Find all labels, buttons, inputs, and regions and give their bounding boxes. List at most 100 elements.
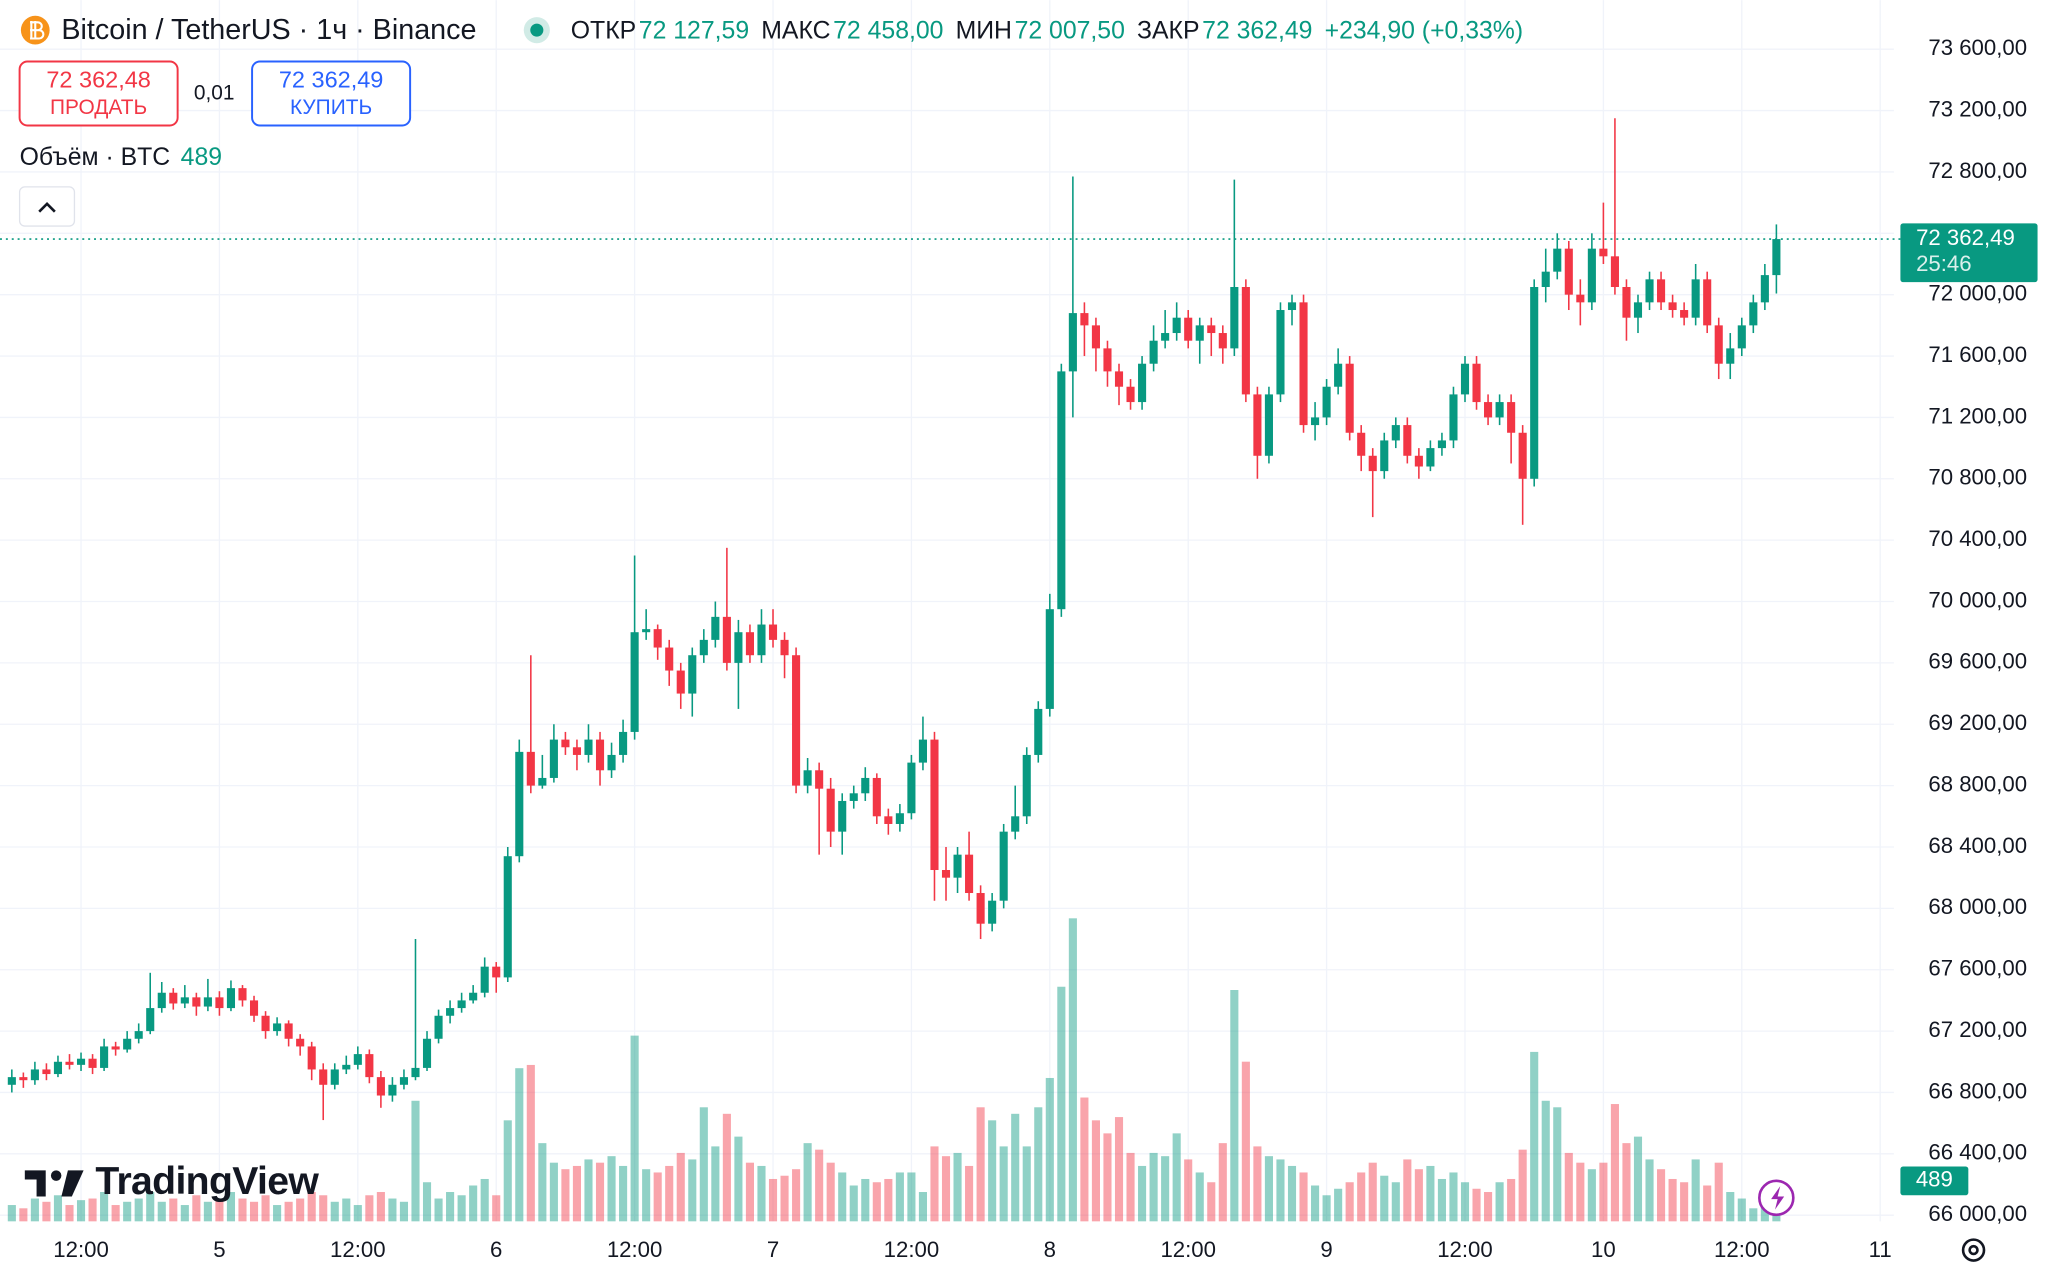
- candle-body: [538, 777, 547, 786]
- candle-body: [226, 988, 236, 1009]
- volume-bar: [284, 1201, 293, 1222]
- volume-value: 489: [181, 144, 222, 171]
- volume-bar: [988, 1120, 997, 1222]
- volume-bar: [1311, 1185, 1320, 1222]
- ohlc-value: 72 362,49: [1202, 17, 1312, 44]
- x-tick-label: 11: [1869, 1237, 1892, 1262]
- volume-bar: [815, 1149, 824, 1222]
- candle-body: [515, 751, 524, 857]
- volume-bar: [1610, 1104, 1619, 1222]
- candle-body: [1276, 310, 1285, 395]
- volume-bar: [584, 1159, 593, 1222]
- volume-bar: [941, 1156, 951, 1222]
- y-tick-label: 71 200,00: [1928, 403, 2027, 428]
- y-tick-label: 73 200,00: [1928, 96, 2027, 121]
- volume-tag-label: 489: [1916, 1167, 1953, 1192]
- candle-body: [826, 788, 835, 832]
- volume-bar: [1264, 1156, 1273, 1222]
- candle-body: [780, 639, 789, 656]
- volume-bar: [19, 1208, 28, 1222]
- volume-bar: [1622, 1143, 1631, 1222]
- candle-body: [1472, 363, 1481, 403]
- volume-bar: [1195, 1172, 1204, 1222]
- candle-body: [1287, 302, 1297, 311]
- ohlc-value: 72 458,00: [833, 17, 943, 44]
- volume-bar: [1484, 1192, 1493, 1222]
- x-tick-label: 6: [490, 1237, 502, 1262]
- volume-bar: [653, 1172, 662, 1222]
- collapse-button[interactable]: [18, 186, 76, 227]
- volume-bar: [838, 1172, 847, 1222]
- settings-button[interactable]: [1961, 1238, 1986, 1262]
- volume-bar: [849, 1185, 858, 1222]
- volume-bar: [146, 1192, 155, 1222]
- bar-countdown: 25:46: [1916, 251, 1972, 276]
- volume-bar: [676, 1152, 685, 1222]
- candle-body: [19, 1077, 28, 1081]
- x-tick-label: 10: [1591, 1237, 1616, 1262]
- candle-body: [815, 770, 824, 789]
- candle-body: [319, 1069, 328, 1085]
- candle-body: [907, 762, 916, 814]
- volume-bar: [1334, 1188, 1343, 1222]
- buy-button[interactable]: 72 362,49 КУПИТЬ: [251, 60, 412, 127]
- volume-bar: [411, 1100, 420, 1222]
- volume-bar: [757, 1165, 766, 1222]
- sell-box: [18, 60, 179, 127]
- volume-bar: [353, 1205, 362, 1222]
- candle-body: [1345, 363, 1354, 433]
- volume-bar: [976, 1107, 985, 1222]
- volume-bar: [76, 1200, 86, 1222]
- volume-bar: [7, 1205, 16, 1222]
- candle-body: [76, 1058, 86, 1065]
- candle-body: [1230, 287, 1239, 349]
- volume-bar: [1599, 1162, 1608, 1222]
- candle-body: [1322, 386, 1331, 418]
- volume-bar: [1184, 1159, 1193, 1222]
- candle-body: [1749, 302, 1758, 326]
- candle-body: [1576, 294, 1585, 303]
- volume-bar: [538, 1143, 547, 1222]
- x-tick-label: 7: [767, 1237, 779, 1262]
- volume-bar: [1449, 1172, 1458, 1222]
- volume-bar: [688, 1159, 697, 1222]
- y-tick-label: 72 800,00: [1928, 158, 2027, 183]
- volume-bar: [1011, 1113, 1020, 1222]
- candle-body: [861, 777, 870, 794]
- candle-body: [1022, 754, 1031, 817]
- candle-body: [572, 747, 582, 755]
- volume-bar: [422, 1182, 432, 1222]
- y-tick-label: 66 800,00: [1928, 1078, 2027, 1103]
- candle-body: [976, 893, 985, 924]
- volume-bar: [1414, 1169, 1423, 1222]
- sell-button[interactable]: 72 362,48 ПРОДАТЬ: [18, 60, 179, 127]
- logo-mark: [24, 1170, 46, 1197]
- candle-body: [134, 1031, 143, 1039]
- volume-bar: [1172, 1133, 1181, 1222]
- candle-body: [1311, 417, 1320, 426]
- candle-body: [157, 992, 166, 1009]
- candle-body: [399, 1077, 409, 1085]
- volume-bar: [388, 1198, 397, 1222]
- candle-body: [261, 1015, 270, 1032]
- candle-body: [503, 856, 512, 978]
- volume-bar: [42, 1201, 51, 1222]
- candle-body: [1011, 816, 1020, 832]
- candle-body: [1184, 317, 1193, 341]
- x-tick-label: 12:00: [607, 1237, 663, 1262]
- volume-bar: [1241, 1061, 1250, 1222]
- candle-body: [376, 1077, 385, 1096]
- volume-tag: [1900, 1166, 1969, 1196]
- volume-bar: [1253, 1146, 1262, 1222]
- volume-bar: [376, 1192, 385, 1222]
- candle-body: [1253, 394, 1262, 456]
- candle-body: [180, 997, 189, 1004]
- volume-bar: [792, 1169, 801, 1222]
- ohlc-label: ОТКР: [571, 17, 636, 44]
- candle-body: [1357, 432, 1366, 456]
- candle-body: [1241, 287, 1250, 395]
- volume-bar: [492, 1195, 501, 1222]
- volume-layer: [7, 918, 1781, 1222]
